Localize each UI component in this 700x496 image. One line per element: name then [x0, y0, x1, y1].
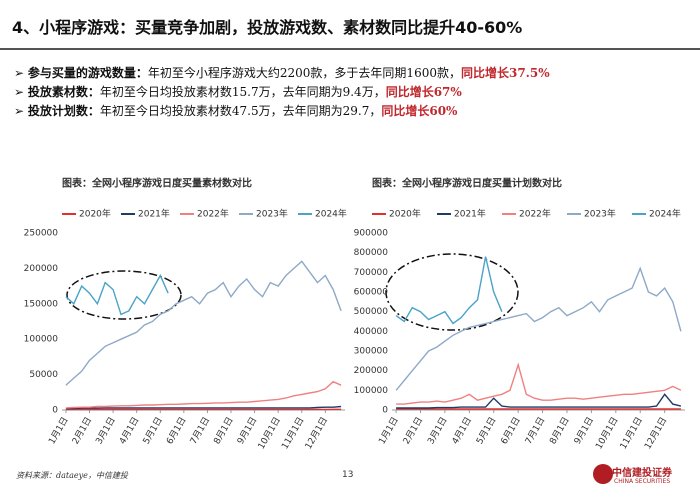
- y-tick-label: 300000: [354, 347, 389, 357]
- legend-label: 2021年: [454, 208, 486, 220]
- x-tick-label: 10月1日: [256, 415, 283, 451]
- x-tick-label: 6月1日: [499, 415, 523, 446]
- logo: 中信建投证券: [612, 468, 672, 479]
- x-tick-label: 3月1日: [425, 415, 449, 446]
- x-tick-label: 4月1日: [117, 415, 141, 446]
- x-tick-label: 12月1日: [642, 415, 669, 451]
- x-tick-label: 5月1日: [141, 415, 165, 446]
- series-line: [396, 362, 682, 405]
- y-tick-label: 600000: [354, 288, 389, 298]
- series-line: [65, 380, 342, 409]
- x-tick-label: 2月1日: [70, 415, 94, 446]
- legend-label: 2020年: [79, 208, 111, 220]
- x-tick-label: 12月1日: [303, 415, 330, 451]
- series-line: [396, 393, 682, 409]
- legend-label: 2023年: [584, 208, 616, 220]
- x-tick-label: 4月1日: [450, 415, 474, 446]
- y-tick-label: 100000: [354, 386, 389, 396]
- y-tick-label: 400000: [354, 327, 389, 337]
- bullet-highlight: 同比增长60%: [381, 104, 458, 118]
- legend-label: 2020年: [389, 208, 421, 220]
- bullet-text: 年初至今小程序游戏大约2200款，多于去年同期1600款，: [147, 66, 461, 80]
- title-rule: [0, 48, 700, 50]
- bullet: ➢ 投放计划数：年初至今日均投放素材数47.5万，去年同期为29.7，同比增长6…: [14, 104, 458, 118]
- series-line: [395, 266, 682, 391]
- bullet-label: 投放计划数：: [27, 104, 100, 118]
- x-tick-label: 8月1日: [212, 415, 236, 446]
- bullets: ➢ 参与买量的游戏数量：年初至今小程序游戏大约2200款，多于去年同期1600款…: [14, 64, 550, 121]
- x-tick-label: 10月1日: [593, 415, 620, 451]
- series-line: [65, 405, 342, 410]
- series-line: [395, 256, 503, 325]
- series-line: [65, 260, 342, 386]
- y-tick-label: 800000: [354, 248, 389, 258]
- legend-label: 2024年: [315, 208, 347, 220]
- slide-title: 4、小程序游戏：买量竞争加剧，投放游戏数、素材数同比提升40-60%: [12, 18, 523, 37]
- series-line: [65, 273, 169, 316]
- y-tick-label: 500000: [354, 307, 389, 317]
- legend-label: 2023年: [256, 208, 288, 220]
- chart-title: 图表：全网小程序游戏日度买量素材数对比: [62, 177, 252, 190]
- bullet-highlight: 同比增长37.5%: [460, 66, 550, 80]
- highlight-ellipse: [385, 253, 519, 331]
- y-tick-label: 150000: [24, 299, 59, 309]
- x-tick-label: 1月1日: [46, 415, 70, 446]
- logo-en: CHINA SECURITIES: [614, 478, 671, 485]
- bullet-label: 投放素材数：: [27, 85, 100, 99]
- x-tick-label: 6月1日: [164, 415, 188, 446]
- legend-label: 2024年: [649, 208, 681, 220]
- legend-label: 2022年: [519, 208, 551, 220]
- x-tick-label: 9月1日: [235, 415, 259, 446]
- y-tick-label: 200000: [354, 366, 389, 376]
- y-tick-label: 100000: [24, 335, 59, 345]
- highlight-ellipse: [66, 270, 182, 320]
- legend-label: 2021年: [138, 208, 170, 220]
- y-tick-label: 0: [382, 406, 388, 416]
- page-number: 13: [342, 470, 354, 480]
- logo-icon: [593, 464, 613, 484]
- bullet-text: 年初至今日均投放素材数47.5万，去年同期为29.7，: [99, 104, 382, 118]
- y-tick-label: 700000: [354, 268, 389, 278]
- x-tick-label: 2月1日: [401, 415, 425, 446]
- y-tick-label: 200000: [24, 264, 59, 274]
- bullet: ➢ 参与买量的游戏数量：年初至今小程序游戏大约2200款，多于去年同期1600款…: [14, 66, 550, 80]
- chart-title: 图表：全网小程序游戏日度买量计划数对比: [372, 177, 562, 190]
- x-tick-label: 1月1日: [377, 415, 401, 446]
- y-tick-label: 50000: [29, 370, 58, 380]
- x-tick-label: 5月1日: [474, 415, 498, 446]
- bullet-label: 参与买量的游戏数量：: [27, 66, 148, 80]
- x-tick-label: 11月1日: [279, 415, 306, 451]
- x-tick-label: 11月1日: [618, 415, 645, 451]
- bullet-text: 年初至今日均投放素材数15.7万，去年同期为9.4万，: [99, 85, 386, 99]
- x-tick-label: 7月1日: [188, 415, 212, 446]
- x-tick-label: 7月1日: [523, 415, 547, 446]
- bullet-highlight: 同比增长67%: [385, 85, 462, 99]
- x-tick-label: 9月1日: [572, 415, 596, 446]
- y-tick-label: 900000: [354, 229, 389, 239]
- y-tick-label: 250000: [24, 229, 59, 239]
- source: 资料来源：dataeye，中信建投: [16, 471, 128, 480]
- x-tick-label: 8月1日: [547, 415, 571, 446]
- bullet: ➢ 投放素材数：年初至今日均投放素材数15.7万，去年同期为9.4万，同比增长6…: [14, 85, 462, 99]
- y-tick-label: 0: [52, 406, 58, 416]
- legend-label: 2022年: [197, 208, 229, 220]
- x-tick-label: 3月1日: [94, 415, 118, 446]
